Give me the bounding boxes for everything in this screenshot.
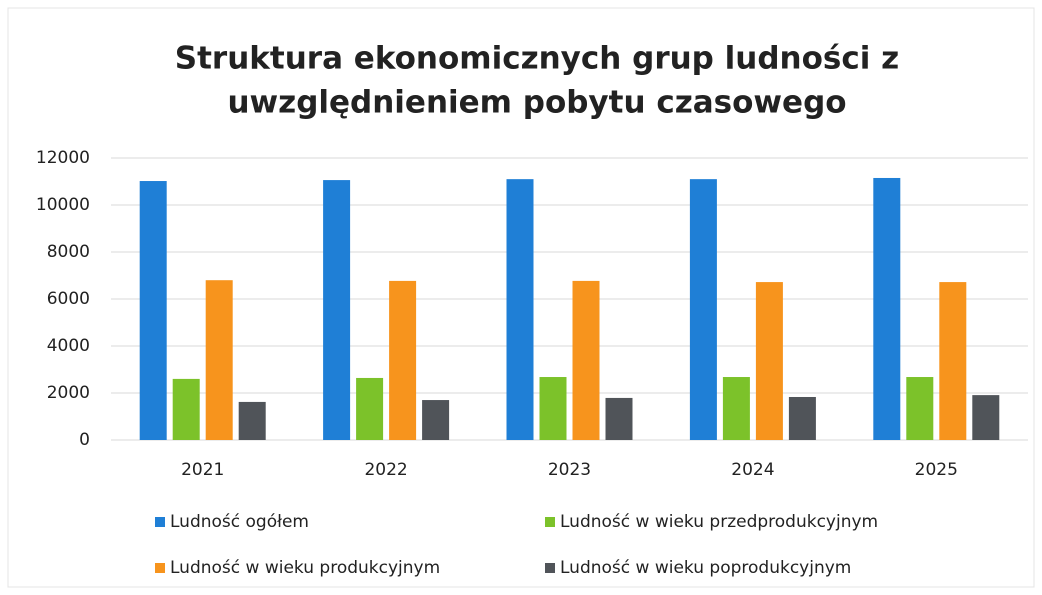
bar <box>722 377 750 440</box>
legend-label: Ludność w wieku przedprodukcyjnym <box>560 512 878 532</box>
bar <box>972 395 1000 440</box>
bar <box>755 282 783 440</box>
y-tick-label: 8000 <box>47 242 90 262</box>
bar <box>605 397 633 440</box>
legend-swatch <box>545 517 555 527</box>
bar <box>356 377 384 440</box>
chart-title: uwzględnieniem pobytu czasowego <box>227 85 846 121</box>
legend-label: Ludność w wieku produkcyjnym <box>170 558 440 578</box>
bar <box>139 181 167 440</box>
y-tick-label: 10000 <box>36 195 90 215</box>
bar <box>906 377 934 440</box>
bar <box>788 396 816 440</box>
bar <box>539 377 567 440</box>
bar <box>205 280 233 440</box>
legend-label: Ludność w wieku poprodukcyjnym <box>560 558 851 578</box>
y-tick-label: 2000 <box>47 383 90 403</box>
bar <box>172 378 200 440</box>
y-tick-label: 4000 <box>47 336 90 356</box>
bar <box>939 282 967 440</box>
bar <box>689 179 717 440</box>
bar <box>873 177 901 440</box>
y-tick-label: 6000 <box>47 289 90 309</box>
y-tick-label: 0 <box>79 430 90 450</box>
x-tick-label: 2022 <box>364 460 407 480</box>
legend-label: Ludność ogółem <box>170 512 309 532</box>
y-tick-label: 12000 <box>36 148 90 168</box>
bar <box>389 280 417 440</box>
bar <box>323 180 351 440</box>
x-tick-label: 2023 <box>548 460 591 480</box>
x-tick-label: 2021 <box>181 460 224 480</box>
x-tick-label: 2024 <box>731 460 774 480</box>
bar <box>238 401 266 440</box>
bar <box>506 179 534 440</box>
legend-swatch <box>545 563 555 573</box>
legend-swatch <box>155 563 165 573</box>
legend-swatch <box>155 517 165 527</box>
chart-title: Struktura ekonomicznych grup ludności z <box>175 41 899 77</box>
bar <box>422 400 450 440</box>
x-tick-label: 2025 <box>915 460 958 480</box>
bar <box>572 280 600 440</box>
